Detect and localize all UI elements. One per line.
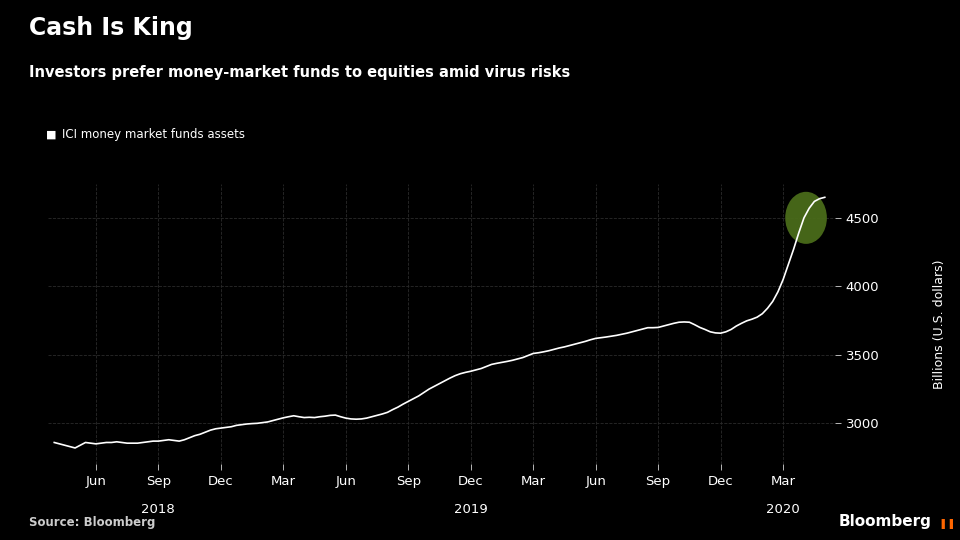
Text: 2018: 2018	[141, 503, 176, 516]
Ellipse shape	[785, 192, 827, 244]
Text: ❚❚: ❚❚	[936, 519, 955, 529]
Text: ICI money market funds assets: ICI money market funds assets	[62, 128, 246, 141]
Text: Source: Bloomberg: Source: Bloomberg	[29, 516, 156, 529]
Text: ■: ■	[46, 130, 57, 140]
Text: 2020: 2020	[766, 503, 800, 516]
Text: Billions (U.S. dollars): Billions (U.S. dollars)	[932, 259, 946, 389]
Text: Bloomberg: Bloomberg	[838, 514, 931, 529]
Text: Investors prefer money-market funds to equities amid virus risks: Investors prefer money-market funds to e…	[29, 65, 570, 80]
Text: Cash Is King: Cash Is King	[29, 16, 193, 40]
Text: 2019: 2019	[454, 503, 488, 516]
